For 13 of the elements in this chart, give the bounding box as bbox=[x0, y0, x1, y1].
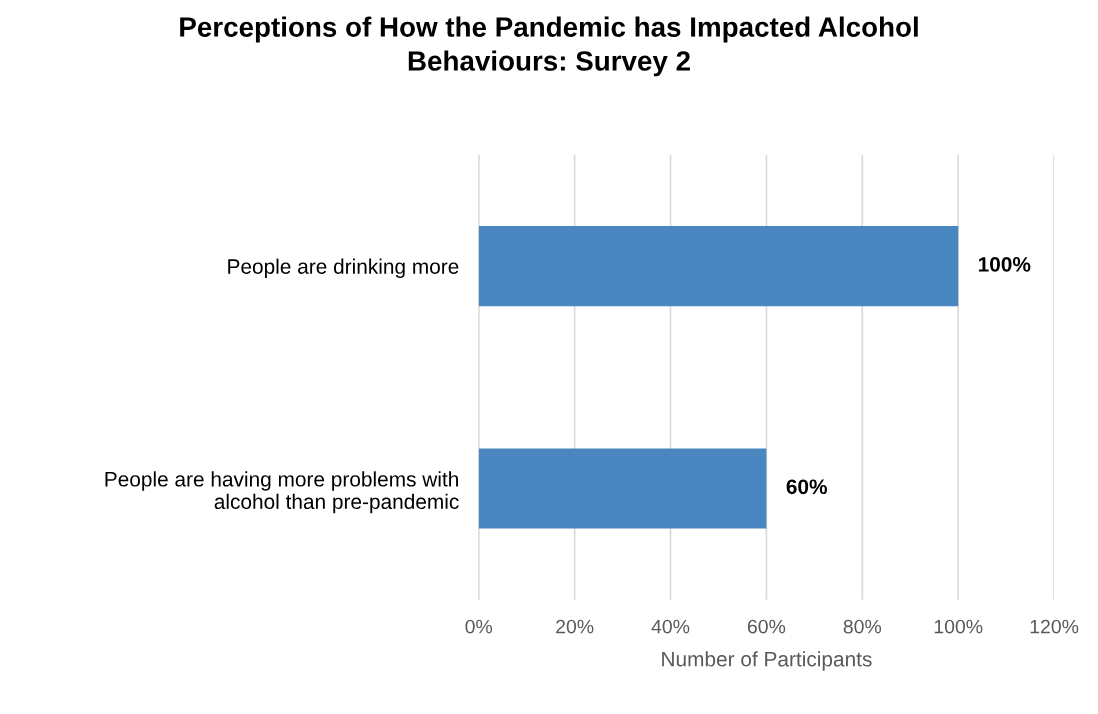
x-tick-label: 60% bbox=[747, 619, 786, 634]
chart-title: Perceptions of How the Pandemic has Impacted Alcohol Behaviours: Survey 2 bbox=[180, 16, 918, 77]
data-label: 60% bbox=[786, 479, 827, 495]
y-tick-label: People are drinking more bbox=[228, 258, 459, 279]
x-tick-label: 0% bbox=[465, 619, 493, 634]
x-tick-label: 20% bbox=[556, 619, 594, 634]
x-tick-label: 40% bbox=[651, 619, 690, 634]
data-label: 100% bbox=[978, 256, 1031, 272]
y-tick-label: People are having more problems with alcohol than pre-pandemic bbox=[105, 471, 459, 514]
x-tick-label: 120% bbox=[1030, 619, 1079, 634]
x-tick-label: 80% bbox=[843, 619, 882, 634]
x-tick-label: 100% bbox=[934, 619, 983, 634]
x-axis-title: Number of Participants bbox=[662, 651, 872, 671]
